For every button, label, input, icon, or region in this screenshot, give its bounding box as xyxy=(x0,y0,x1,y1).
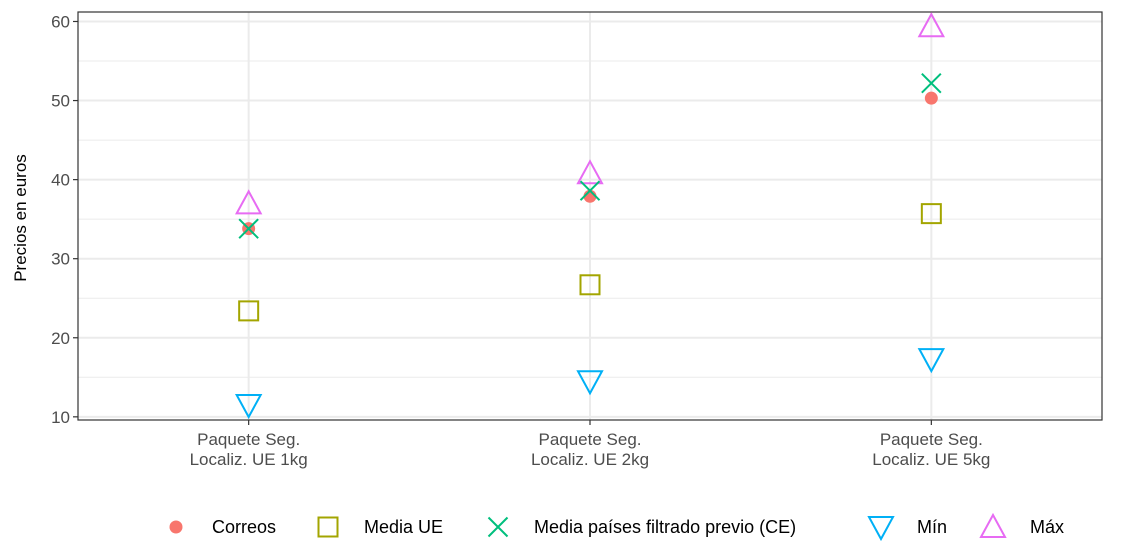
y-tick-label: 50 xyxy=(51,92,70,111)
y-tick-label: 30 xyxy=(51,250,70,269)
legend-key xyxy=(487,516,509,538)
legend-key xyxy=(867,516,895,542)
data-point xyxy=(924,91,938,105)
x-tick-label: Paquete Seg. Localiz. UE 2kg xyxy=(531,430,649,469)
legend-key xyxy=(979,512,1007,538)
legend-key xyxy=(169,520,183,534)
y-tick-label: 10 xyxy=(51,408,70,427)
data-point xyxy=(238,218,259,239)
data-point xyxy=(579,274,601,296)
y-axis-title: Precios en euros xyxy=(11,154,30,282)
y-tick-label: 40 xyxy=(51,171,70,190)
x-tick-label: Paquete Seg. Localiz. UE 5kg xyxy=(872,430,990,469)
data-point xyxy=(579,180,601,201)
data-point xyxy=(576,159,604,185)
data-point xyxy=(234,393,263,420)
data-point xyxy=(917,12,946,38)
legend-label: Correos xyxy=(212,517,276,537)
legend-label: Media países filtrado previo (CE) xyxy=(534,517,796,537)
legend-label: Máx xyxy=(1030,517,1064,537)
x-tick-label: Paquete Seg. Localiz. UE 1kg xyxy=(190,430,308,469)
legend-label: Mín xyxy=(917,517,947,537)
y-tick-label: 20 xyxy=(51,329,70,348)
data-point xyxy=(921,72,942,94)
y-tick-label: 60 xyxy=(51,12,70,31)
data-point xyxy=(576,370,604,396)
data-point xyxy=(920,203,942,225)
data-point xyxy=(917,348,946,374)
legend-label: Media UE xyxy=(364,517,443,537)
data-point xyxy=(234,189,263,215)
legend-key xyxy=(317,516,339,538)
data-point xyxy=(238,300,260,322)
